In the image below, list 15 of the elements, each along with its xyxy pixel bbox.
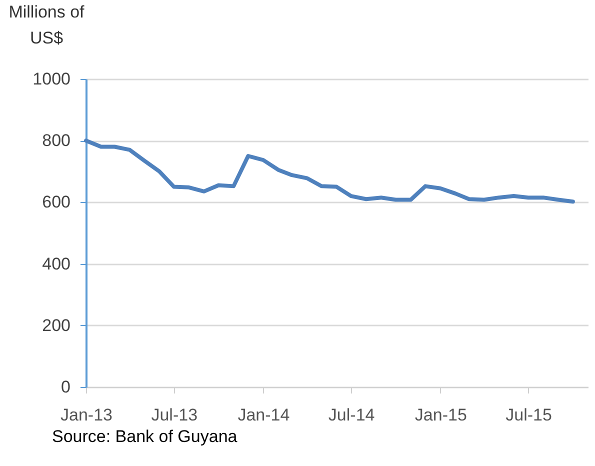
y-tick-label: 1000 xyxy=(32,70,70,88)
y-tick-label: 600 xyxy=(42,192,70,212)
y-tick-label: 200 xyxy=(42,316,70,335)
x-tick-label: Jul-15 xyxy=(506,406,552,424)
y-tick-label: 800 xyxy=(42,131,70,150)
y-axis-title: Millions of US$ xyxy=(8,2,85,48)
x-tick-label: Jan-14 xyxy=(238,406,290,424)
y-tick-label: 0 xyxy=(61,378,70,396)
x-tick-label: Jul-14 xyxy=(328,406,375,424)
line-series xyxy=(84,138,575,204)
source-note: Source: Bank of Guyana xyxy=(52,427,238,446)
x-tick-label: Jan-15 xyxy=(414,406,467,424)
y-tick-label: 400 xyxy=(42,254,70,274)
x-tick-label: Jul-13 xyxy=(151,406,198,424)
x-tick-label: Jan-13 xyxy=(60,406,112,424)
